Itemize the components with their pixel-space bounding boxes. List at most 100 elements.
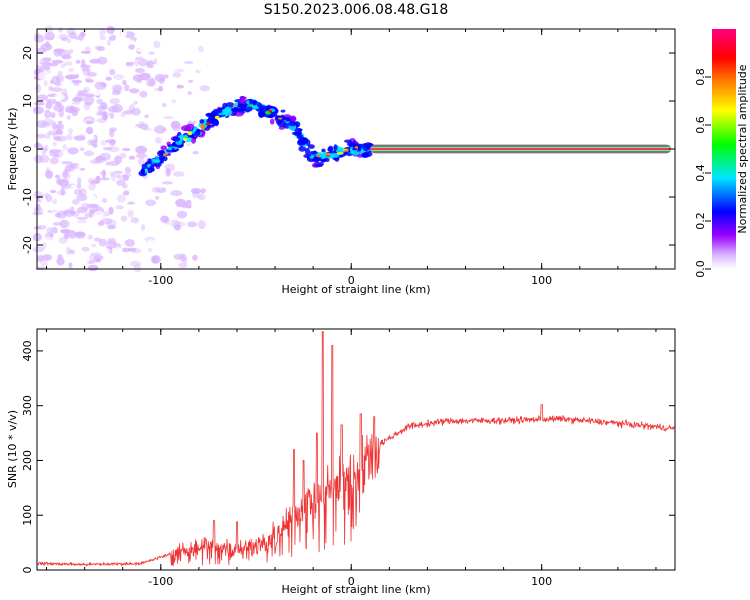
spectrogram-cell	[358, 165, 366, 171]
spectrogram-cell	[255, 170, 260, 176]
spectrogram-cell	[347, 67, 356, 74]
spectrogram-cell	[77, 206, 88, 214]
spectrogram-cell	[93, 237, 102, 242]
spectrogram-cell	[72, 70, 79, 75]
spectrogram-cell	[332, 243, 338, 247]
spectrogram-cell	[335, 147, 346, 154]
spectrogram-cell	[214, 115, 220, 120]
colorbar-ticks: 0.0 0.2 0.4 0.6 0.8	[694, 68, 711, 278]
spectrogram-cell	[152, 63, 162, 67]
spectrogram-cell	[120, 215, 128, 222]
snr-frame	[36, 328, 676, 571]
colorbar-scale	[712, 29, 736, 269]
spectrogram-cell	[217, 107, 223, 114]
spectrogram-cell	[79, 147, 85, 152]
spectrogram-cell	[177, 88, 186, 96]
spectrogram-cell	[99, 29, 106, 37]
spectrogram-cell	[183, 61, 194, 65]
spectrogram-cell	[47, 130, 57, 136]
spectrogram-cell	[125, 62, 134, 67]
spectrogram-cell	[285, 158, 290, 162]
spectrogram-cell	[84, 93, 96, 98]
spectrogram-cell	[52, 198, 58, 205]
spectrogram-cell	[49, 189, 57, 194]
spectrogram-cell	[168, 147, 172, 151]
spectrogram-cell	[293, 234, 300, 239]
spectrogram-cell	[147, 248, 153, 252]
spectrogram-cell	[68, 67, 74, 72]
spectrogram-cell	[179, 253, 187, 262]
spectrogram-cell	[43, 133, 52, 140]
spectrogram-cell	[343, 149, 349, 152]
spectrogram-cell	[325, 152, 331, 156]
spectrogram-cell	[269, 118, 275, 125]
spectrogram-cell	[160, 145, 167, 151]
spectrogram-cell	[53, 136, 62, 142]
spectrogram-cell	[328, 238, 337, 243]
y-tick-label: 100	[21, 505, 34, 526]
spectrogram-cell	[87, 234, 94, 240]
spectrogram-cell	[88, 194, 97, 204]
spectrogram-cell	[41, 187, 49, 195]
spectrogram-cell	[137, 177, 143, 184]
spectrogram-cell	[277, 43, 281, 49]
spectrogram-cell	[254, 177, 261, 184]
spectrogram-cell	[76, 250, 83, 255]
spectrogram-cell	[76, 220, 88, 224]
spectrogram-cell	[259, 105, 267, 110]
spectrogram-cell	[201, 142, 207, 147]
spectrogram-cell	[309, 155, 314, 159]
spectrogram-cell	[288, 162, 296, 166]
spectrogram-cell	[335, 261, 344, 265]
spectrogram-cell	[290, 139, 295, 147]
spectrogram-cell	[173, 171, 185, 177]
spectrogram-cell	[324, 63, 329, 68]
spectrogram-cell	[203, 232, 207, 239]
spectrogram-cell	[224, 181, 231, 188]
colorbar-tick-label: 0.8	[694, 68, 707, 86]
spectrogram-cell	[154, 244, 164, 254]
spectrogram-cell	[155, 137, 163, 144]
x-tick-label: 100	[531, 575, 552, 588]
spectrogram-cell	[112, 104, 123, 113]
spectrogram-cell	[69, 249, 75, 253]
spectrogram-cell	[361, 68, 368, 74]
spectrogram-cell	[182, 109, 187, 116]
spectrogram-cell	[259, 92, 266, 97]
spectrogram-cell	[57, 120, 63, 124]
spectrogram-cell	[124, 166, 131, 174]
spectrogram-cell	[209, 41, 218, 46]
spectrogram-cell	[60, 187, 65, 196]
spectrogram-cell	[291, 215, 295, 222]
spectrogram-cell	[224, 45, 231, 50]
spectrogram-cell	[89, 204, 100, 209]
spectrogram-cell	[122, 183, 128, 189]
spectrogram-cell	[172, 72, 182, 78]
spectrogram-cell	[113, 170, 124, 175]
spectrogram-cell	[130, 248, 142, 254]
spectrogram-cell	[326, 208, 332, 214]
spectrogram-cell	[41, 254, 53, 261]
spectrogram-cell	[301, 50, 307, 55]
spectrogram-cell	[180, 47, 187, 56]
spectrogram-cell	[76, 177, 82, 185]
spectrogram-cell	[88, 239, 95, 248]
spectrogram-cell	[60, 63, 66, 68]
spectrogram-cell	[32, 212, 44, 216]
spectrogram-cell	[180, 136, 184, 141]
spectrogram-cell	[276, 40, 280, 45]
spectrogram-cell	[296, 173, 303, 177]
carrier-line-band	[370, 148, 671, 150]
spectrogram-cell	[68, 128, 73, 134]
spectrogram-cell	[327, 162, 331, 167]
spectrogram-cell	[96, 233, 108, 239]
spectrogram-cell	[126, 117, 135, 122]
spectrogram-cell	[149, 164, 155, 171]
spectrogram-cell	[293, 248, 297, 255]
spectrogram-cell	[45, 98, 57, 103]
spectrogram-cell	[200, 187, 206, 194]
spectrogram-cell	[132, 131, 143, 138]
spectrogram-cell	[197, 220, 206, 229]
spectrogram-cell	[249, 100, 258, 104]
